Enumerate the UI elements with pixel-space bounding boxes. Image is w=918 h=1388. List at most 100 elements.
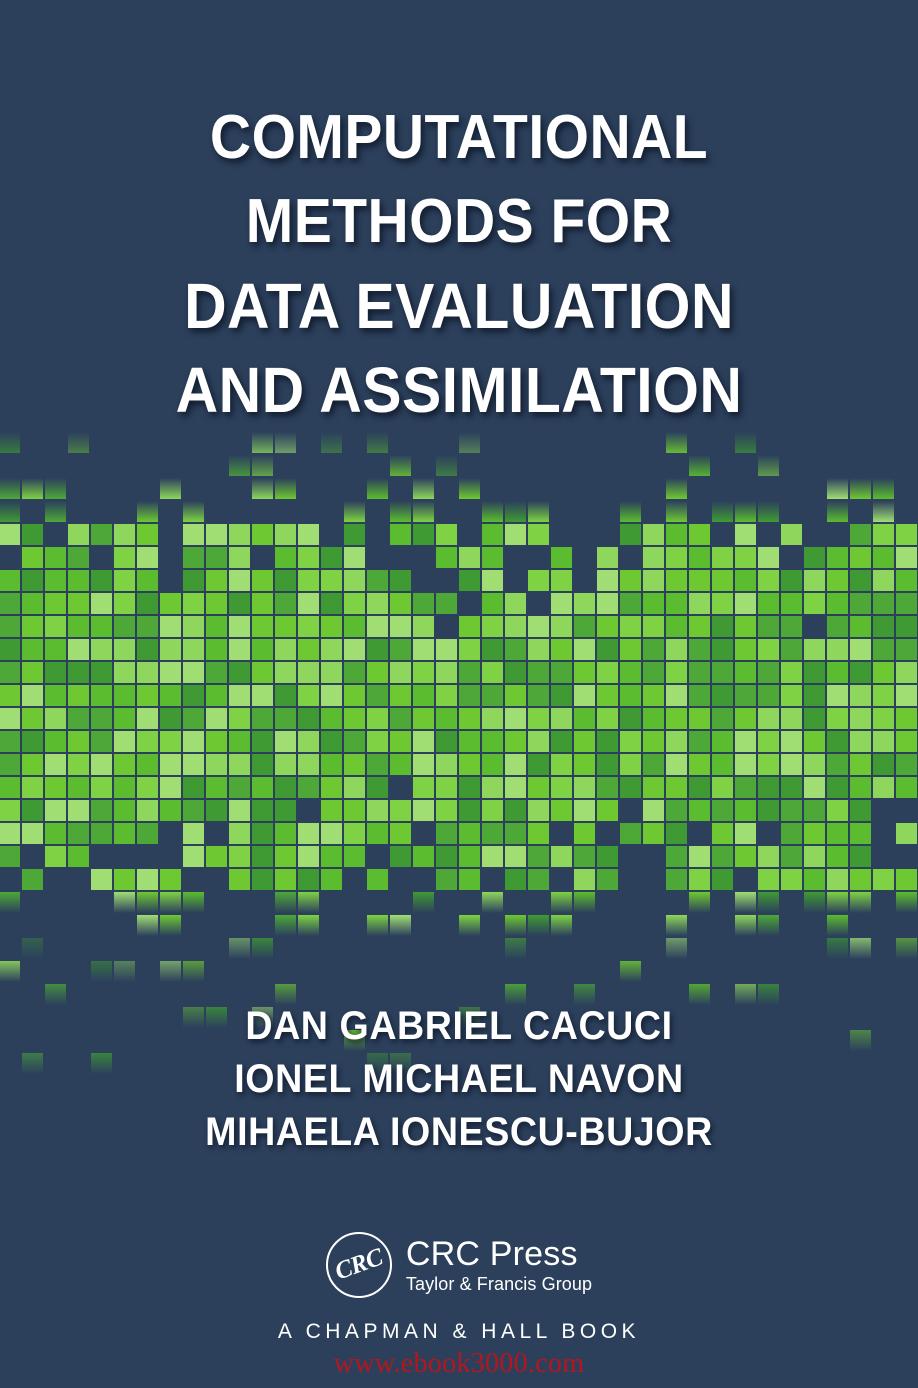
mosaic-cell — [298, 754, 319, 775]
mosaic-cell — [183, 662, 204, 683]
mosaic-cell — [390, 455, 411, 476]
mosaic-cell — [643, 800, 664, 821]
mosaic-cell — [160, 754, 181, 775]
mosaic-cell — [712, 777, 733, 798]
mosaic-cell — [735, 800, 756, 821]
mosaic-cell — [712, 662, 733, 683]
mosaic-cell — [735, 432, 756, 453]
mosaic-cell — [712, 547, 733, 568]
mosaic-cell — [160, 731, 181, 752]
mosaic-cell — [298, 915, 319, 936]
mosaic-cell — [597, 547, 618, 568]
book-title: COMPUTATIONAL METHODS FOR DATA EVALUATIO… — [0, 96, 918, 432]
mosaic-cell — [114, 754, 135, 775]
mosaic-cell — [758, 593, 779, 614]
mosaic-cell — [22, 1053, 43, 1074]
mosaic-cell — [758, 547, 779, 568]
mosaic-cell — [45, 685, 66, 706]
mosaic-cell — [620, 570, 641, 591]
mosaic-cell — [781, 731, 802, 752]
mosaic-cell — [459, 823, 480, 844]
mosaic-cell — [827, 639, 848, 660]
mosaic-cell — [413, 639, 434, 660]
mosaic-cell — [666, 731, 687, 752]
series-line: A CHAPMAN & HALL BOOK — [277, 1320, 641, 1343]
mosaic-cell — [597, 593, 618, 614]
mosaic-cell — [459, 478, 480, 499]
mosaic-cell — [505, 593, 526, 614]
mosaic-cell — [114, 685, 135, 706]
mosaic-cell — [574, 823, 595, 844]
mosaic-cell — [160, 892, 181, 913]
mosaic-cell — [873, 478, 894, 499]
mosaic-cell — [413, 616, 434, 637]
mosaic-cell — [482, 593, 503, 614]
mosaic-cell — [206, 662, 227, 683]
mosaic-cell — [367, 731, 388, 752]
mosaic-cell — [850, 777, 871, 798]
mosaic-cell — [666, 662, 687, 683]
mosaic-cell — [344, 731, 365, 752]
mosaic-cell — [0, 731, 20, 752]
mosaic-cell — [597, 869, 618, 890]
mosaic-cell — [758, 639, 779, 660]
mosaic-cell — [620, 662, 641, 683]
mosaic-cell — [758, 915, 779, 936]
mosaic-cell — [160, 869, 181, 890]
mosaic-cell — [781, 754, 802, 775]
mosaic-cell — [321, 685, 342, 706]
mosaic-cell — [689, 754, 710, 775]
mosaic-cell — [712, 754, 733, 775]
mosaic-cell — [827, 662, 848, 683]
mosaic-cell — [137, 869, 158, 890]
mosaic-cell — [528, 524, 549, 545]
mosaic-cell — [206, 846, 227, 867]
mosaic-cell — [528, 501, 549, 522]
mosaic-cell — [574, 616, 595, 637]
mosaic-cell — [137, 754, 158, 775]
mosaic-cell — [804, 639, 825, 660]
mosaic-cell — [206, 708, 227, 729]
mosaic-cell — [252, 777, 273, 798]
mosaic-cell — [91, 777, 112, 798]
mosaic-cell — [436, 754, 457, 775]
mosaic-cell — [643, 708, 664, 729]
mosaic-cell — [0, 961, 20, 982]
mosaic-cell — [735, 662, 756, 683]
mosaic-cell — [252, 938, 273, 959]
mosaic-cell — [873, 616, 894, 637]
mosaic-cell — [367, 432, 388, 453]
mosaic-cell — [137, 616, 158, 637]
mosaic-cell — [229, 777, 250, 798]
mosaic-cell — [22, 685, 43, 706]
mosaic-cell — [367, 800, 388, 821]
mosaic-cell — [413, 800, 434, 821]
mosaic-cell — [666, 616, 687, 637]
mosaic-cell — [91, 800, 112, 821]
author-name-2: IONEL MICHAEL NAVON — [234, 1057, 684, 1101]
mosaic-cell — [344, 501, 365, 522]
mosaic-cell — [390, 616, 411, 637]
mosaic-cell — [275, 685, 296, 706]
mosaic-cell — [666, 869, 687, 890]
mosaic-cell — [275, 524, 296, 545]
mosaic-cell — [735, 777, 756, 798]
mosaic-cell — [275, 432, 296, 453]
mosaic-cell — [321, 593, 342, 614]
mosaic-cell — [160, 685, 181, 706]
mosaic-cell — [229, 593, 250, 614]
mosaic-cell — [413, 777, 434, 798]
mosaic-cell — [528, 846, 549, 867]
mosaic-cell — [298, 685, 319, 706]
mosaic-cell — [413, 731, 434, 752]
mosaic-cell — [896, 777, 917, 798]
mosaic-cell — [873, 662, 894, 683]
mosaic-cell — [896, 662, 917, 683]
mosaic-cell — [436, 731, 457, 752]
mosaic-cell — [0, 616, 20, 637]
mosaic-cell — [873, 708, 894, 729]
mosaic-cell — [45, 547, 66, 568]
mosaic-cell — [551, 892, 572, 913]
mosaic-cell — [804, 869, 825, 890]
